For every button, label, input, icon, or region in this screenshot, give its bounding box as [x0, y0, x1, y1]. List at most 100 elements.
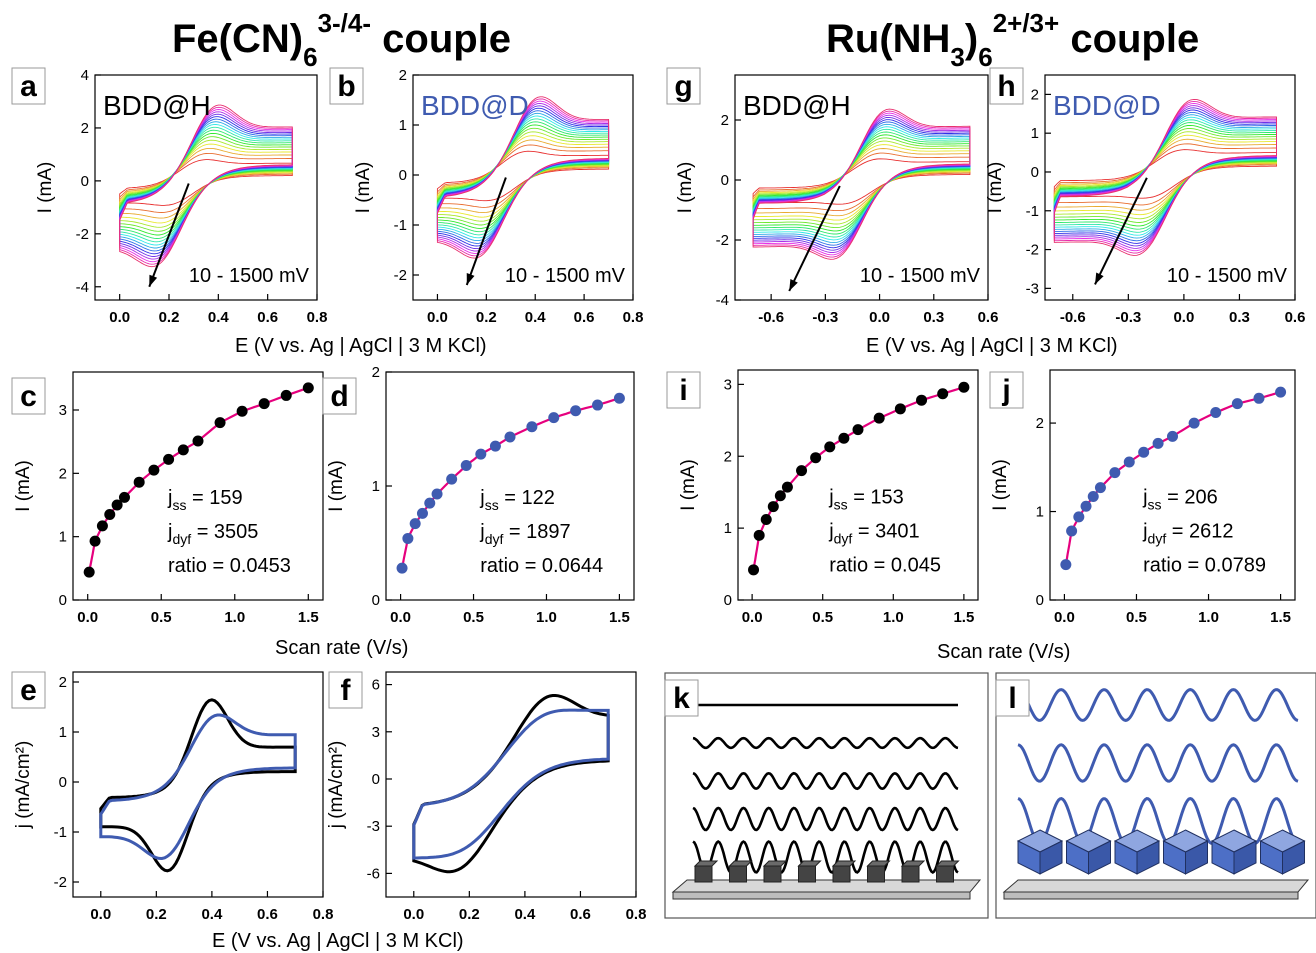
- y-tick-label: -2: [54, 874, 67, 891]
- scan-rate-arrow: [788, 185, 841, 292]
- nano-block-top: [866, 860, 891, 867]
- cv-curve: [1053, 98, 1277, 256]
- arrow-head: [1095, 272, 1104, 285]
- arrow-head: [789, 279, 798, 291]
- electrode-tag: BDD@H: [743, 90, 851, 121]
- diffusion-wave: [692, 806, 959, 832]
- x-tick-label: 1.5: [298, 609, 319, 626]
- x-tick-label: 0.0: [869, 309, 890, 326]
- data-point: [937, 388, 949, 400]
- panel-label-h: h: [997, 70, 1015, 103]
- y-tick-label: 3: [372, 724, 380, 741]
- y-tick-label: 0: [59, 592, 67, 609]
- y-axis-label: I (mA): [35, 162, 56, 214]
- data-point: [424, 497, 436, 509]
- stat-jdyf: jdyf = 1897: [479, 521, 570, 547]
- nano-block-top: [693, 860, 719, 867]
- data-point: [1231, 398, 1243, 410]
- substrate-top: [671, 879, 982, 893]
- header-ru-couple: Ru(NH3)62+/3+ couple: [826, 8, 1199, 72]
- y-axis-label: j (mA/cm²): [13, 741, 34, 830]
- y-tick-label: 0: [372, 771, 380, 788]
- x-tick-label: 0.0: [742, 609, 763, 626]
- cv-curve: [1053, 131, 1277, 220]
- data-point: [916, 394, 928, 406]
- electrode-tag: BDD@D: [1053, 90, 1161, 121]
- scan-xlabel-right: Scan rate (V/s): [937, 641, 1070, 663]
- scan-rate-arrow: [1094, 177, 1148, 285]
- cv-curve: [752, 131, 971, 235]
- y-tick-label: 2: [1036, 415, 1044, 432]
- plot-frame: [734, 74, 989, 301]
- cv-series: [99, 713, 297, 861]
- panel-label-a: a: [20, 70, 37, 103]
- panel-label-box-c: [11, 377, 46, 415]
- stat-jss: jss = 122: [479, 487, 555, 513]
- chart-j: 0.0 0.5 1.0 1.5 0 1 2 I (mA) jss = 206 jdyf = 261…: [990, 369, 1296, 626]
- panel-label-box-d: [322, 377, 357, 415]
- chart-c: 0.0 0.5 1.0 1.5 0 1 2 3 I (mA) jss = 159 jdyf = 35…: [13, 371, 324, 626]
- arrow-head: [149, 274, 158, 287]
- data-point: [748, 564, 760, 576]
- y-tick-label: 4: [81, 67, 89, 84]
- cv-xlabel-left: E (V vs. Ag | AgCl | 3 M KCl): [235, 335, 487, 357]
- cv-curve: [752, 144, 971, 221]
- data-point: [111, 499, 123, 511]
- y-tick-label: 2: [59, 674, 67, 691]
- data-point: [96, 520, 108, 532]
- x-tick-label: 1.5: [609, 609, 630, 626]
- data-point: [236, 405, 248, 417]
- y-axis-label: I (mA): [13, 460, 34, 512]
- x-tick-label: 0.6: [257, 309, 278, 326]
- panel-label-i: i: [679, 374, 687, 407]
- data-point: [416, 507, 428, 519]
- norm-xlabel: E (V vs. Ag | AgCl | 3 M KCl): [212, 930, 464, 952]
- scan-range-label: 10 - 1500 mV: [505, 265, 626, 287]
- data-point: [760, 514, 772, 525]
- panel-label-l: l: [1008, 682, 1016, 715]
- y-tick-label: -1: [394, 217, 407, 234]
- data-point: [548, 412, 560, 424]
- substrate-side: [1003, 891, 1299, 900]
- data-point: [1138, 446, 1150, 458]
- data-point: [396, 562, 408, 574]
- y-tick-label: 0: [372, 592, 380, 609]
- diffusion-wave: [692, 771, 959, 791]
- panel-label-f: f: [341, 674, 352, 707]
- data-point: [104, 509, 116, 520]
- scan-rate-arrow: [148, 183, 190, 288]
- cv-series: [412, 708, 610, 860]
- panel-label-box-e: [11, 671, 46, 709]
- cv-curve: [119, 104, 293, 268]
- cv-curve: [1053, 109, 1277, 244]
- data-point: [431, 488, 443, 500]
- data-point: [873, 412, 885, 424]
- stat-jdyf: jdyf = 2612: [1142, 520, 1233, 546]
- x-tick-label: 0.0: [109, 309, 130, 326]
- data-point: [810, 452, 822, 464]
- panel-label-k: k: [673, 682, 690, 715]
- y-tick-label: 0: [1036, 592, 1044, 609]
- data-point: [118, 491, 130, 503]
- nano-block-top: [900, 860, 926, 867]
- panel-label-box-k: [664, 679, 699, 717]
- y-axis-label: I (mA): [675, 162, 696, 214]
- plot-frame: [72, 371, 324, 601]
- substrate-top: [1002, 879, 1310, 893]
- y-tick-label: 3: [724, 376, 732, 393]
- scan-range-label: 10 - 1500 mV: [1167, 265, 1288, 287]
- data-point: [958, 381, 970, 393]
- x-tick-label: 1.0: [536, 609, 557, 626]
- data-point: [280, 389, 292, 401]
- nano-block: [694, 865, 713, 883]
- plot-frame: [1049, 369, 1296, 601]
- data-point: [1087, 491, 1099, 502]
- fit-curve: [752, 386, 965, 570]
- data-point: [258, 398, 270, 410]
- y-tick-label: -4: [76, 279, 89, 296]
- x-tick-label: 0.6: [574, 309, 595, 326]
- stat-jdyf: jdyf = 3401: [828, 520, 919, 546]
- y-tick-label: -3: [1026, 280, 1039, 297]
- diffusion-wave: [1017, 688, 1299, 722]
- cube-right: [1282, 840, 1305, 875]
